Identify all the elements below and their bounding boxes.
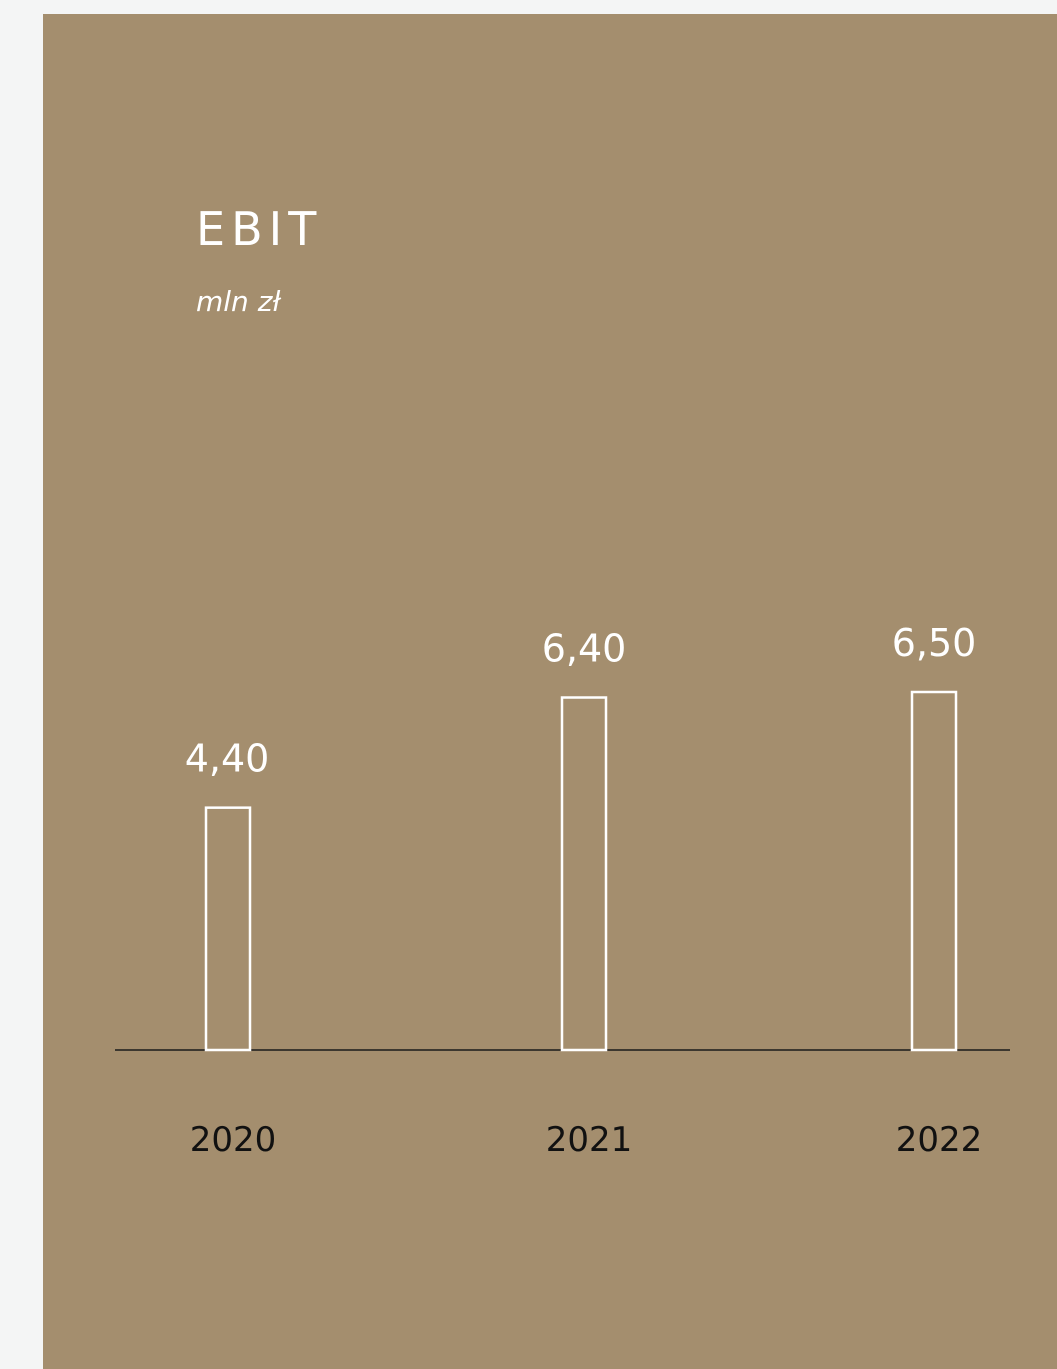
bar-2020 — [206, 808, 250, 1050]
category-label-2021: 2021 — [546, 1120, 633, 1160]
value-label-2022: 6,50 — [892, 621, 977, 665]
category-label-2020: 2020 — [190, 1120, 277, 1160]
bar-2022 — [912, 692, 956, 1050]
category-label-2022: 2022 — [896, 1120, 983, 1160]
value-label-2021: 6,40 — [542, 627, 627, 671]
value-label-2020: 4,40 — [185, 737, 270, 781]
bar-2021 — [562, 698, 606, 1050]
